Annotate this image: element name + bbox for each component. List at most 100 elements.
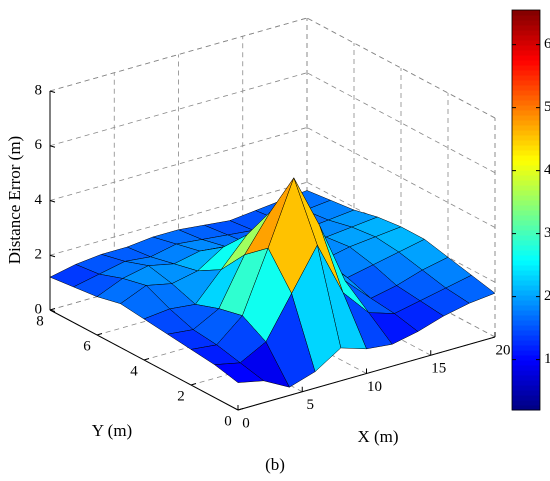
colorbar-cell (512, 330, 540, 336)
y-tick-label: 4 (130, 363, 138, 379)
colorbar-cell (512, 150, 540, 156)
z-tick (49, 90, 56, 93)
x-tick-label: 15 (431, 361, 446, 377)
colorbar-cell (512, 60, 540, 66)
colorbar-tick-label: 1 (544, 351, 550, 367)
colorbar-cell (512, 305, 540, 311)
colorbar-cell (512, 355, 540, 361)
colorbar-cell (512, 120, 540, 126)
colorbar-cell (512, 300, 540, 306)
x-tick-label: 10 (367, 379, 382, 395)
y-tick-label: 6 (83, 338, 91, 354)
colorbar-cell (512, 165, 540, 171)
colorbar-cell (512, 345, 540, 351)
x-tick-label: 0 (242, 415, 250, 431)
colorbar-cell (512, 65, 540, 71)
colorbar-cell (512, 85, 540, 91)
colorbar-cell (512, 255, 540, 261)
colorbar-cell (512, 115, 540, 121)
colorbar-cell (512, 285, 540, 291)
colorbar-cell (512, 275, 540, 281)
colorbar-cell (512, 45, 540, 51)
x-tick-label: 5 (307, 397, 315, 413)
colorbar-cell (512, 340, 540, 346)
z-tick (49, 254, 56, 258)
colorbar-cell (512, 145, 540, 151)
colorbar-cell (512, 75, 540, 81)
surface-patch (214, 362, 264, 383)
y-tick-label: 8 (36, 313, 44, 329)
colorbar-cell (512, 350, 540, 356)
colorbar-cell (512, 70, 540, 76)
colorbar-cell (512, 80, 540, 86)
colorbar-cell (512, 225, 540, 231)
colorbar-cell (512, 265, 540, 271)
colorbar-cell (512, 160, 540, 166)
z-tick-label: 6 (35, 137, 43, 153)
colorbar-cell (512, 205, 540, 211)
colorbar-cell (512, 95, 540, 101)
x-tick-label: 20 (496, 342, 511, 358)
colorbar-cell (512, 140, 540, 146)
colorbar-cell (512, 195, 540, 201)
y-tick-label: 0 (224, 413, 232, 429)
colorbar-cell (512, 360, 540, 366)
colorbar-cell (512, 335, 540, 341)
colorbar-cell (512, 245, 540, 251)
colorbar-cell (512, 215, 540, 221)
colorbar-tick-label: 5 (544, 99, 550, 115)
colorbar-cell (512, 310, 540, 316)
y-tick (190, 383, 197, 386)
z-tick-label: 8 (35, 82, 43, 98)
colorbar-cell (512, 130, 540, 136)
colorbar-cell (512, 290, 540, 296)
colorbar-cell (512, 315, 540, 321)
colorbar-cell (512, 30, 540, 36)
colorbar-cell (512, 25, 540, 31)
colorbar-cell (512, 400, 540, 406)
colorbar-cell (512, 230, 540, 236)
colorbar-cell (512, 110, 540, 116)
subtitle: (b) (265, 455, 285, 474)
colorbar-cell (512, 125, 540, 131)
colorbar-cell (512, 40, 540, 46)
colorbar-tick-label: 3 (544, 225, 550, 241)
colorbar-frame (511, 9, 541, 411)
colorbar-cell (512, 90, 540, 96)
colorbar-cell (512, 210, 540, 216)
colorbar-cell (512, 20, 540, 26)
colorbar-cell (512, 235, 540, 241)
y-tick (143, 358, 150, 361)
colorbar-cell (512, 270, 540, 276)
y-axis-title: Y (m) (92, 421, 132, 440)
y-tick (96, 333, 103, 336)
colorbar-cell (512, 320, 540, 326)
colorbar-cell (512, 105, 540, 111)
colorbar-cell (512, 325, 540, 331)
colorbar-tick-label: 2 (544, 288, 550, 304)
z-tick-label: 2 (35, 247, 43, 263)
colorbar-cell (512, 380, 540, 386)
colorbar-cell (512, 250, 540, 256)
y-tick-label: 2 (177, 388, 185, 404)
colorbar-cell (512, 15, 540, 21)
z-tick (49, 309, 56, 312)
colorbar-cell (512, 135, 540, 141)
colorbar-cell (512, 375, 540, 381)
colorbar-cell (512, 365, 540, 371)
colorbar-cell (512, 390, 540, 396)
colorbar-cell (512, 170, 540, 176)
colorbar-cell (512, 185, 540, 191)
z-axis-title: Distance Error (m) (5, 136, 24, 264)
colorbar-cell (512, 280, 540, 286)
z-tick (49, 145, 56, 148)
z-tick (49, 200, 56, 203)
colorbar-cell (512, 190, 540, 196)
colorbar-tick-label: 4 (544, 162, 550, 178)
colorbar-cell (512, 260, 540, 266)
z-tick-label: 4 (35, 192, 43, 208)
colorbar-cell (512, 200, 540, 206)
colorbar-cell (512, 55, 540, 61)
colorbar-cell (512, 175, 540, 181)
